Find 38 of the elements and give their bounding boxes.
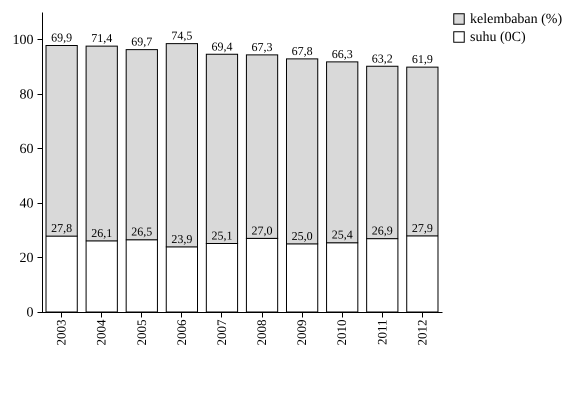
y-tick-label: 20: [20, 250, 34, 266]
x-tick-label: 2012: [414, 320, 430, 346]
data-label: 69,4: [211, 39, 232, 54]
data-label: 27,9: [412, 220, 433, 235]
data-label: 25,4: [332, 228, 353, 242]
data-label: 27,0: [252, 223, 273, 238]
data-label: 63,2: [372, 51, 393, 66]
data-label: 26,1: [91, 226, 112, 240]
y-tick-label: 40: [20, 196, 34, 212]
y-tick-label: 60: [20, 142, 34, 157]
data-label: 27,8: [51, 221, 72, 236]
data-label: 69,7: [131, 34, 152, 49]
x-tick-label: 2010: [334, 320, 350, 346]
data-label: 69,9: [51, 30, 72, 45]
data-label: 23,9: [171, 232, 192, 246]
x-tick-label: 2011: [374, 320, 390, 346]
data-label: 66,3: [332, 46, 353, 61]
data-label: 67,8: [292, 44, 313, 58]
data-label: 67,3: [252, 40, 273, 54]
x-tick-label: 2005: [134, 320, 149, 346]
data-label: 26,9: [372, 224, 393, 238]
data-label: 25,1: [211, 228, 232, 243]
y-tick-label: 100: [12, 32, 34, 48]
x-tick-label: 2007: [214, 319, 229, 346]
x-tick-label: 2009: [294, 320, 310, 346]
y-tick-label: 0: [26, 306, 34, 320]
data-label: 74,5: [171, 28, 192, 43]
y-tick-label: 80: [20, 87, 34, 102]
data-label: 71,4: [91, 31, 112, 46]
data-label: 25,0: [292, 228, 313, 243]
x-tick-label: 2006: [174, 319, 189, 346]
x-tick-label: 2008: [254, 320, 270, 346]
x-tick-label: 2003: [54, 320, 69, 346]
data-label: 61,9: [412, 52, 433, 66]
data-label: 26,5: [131, 224, 152, 239]
legend-label: suhu (0C): [470, 30, 526, 45]
x-tick-label: 2004: [94, 319, 109, 346]
legend-label: kelembaban (%): [470, 12, 562, 27]
